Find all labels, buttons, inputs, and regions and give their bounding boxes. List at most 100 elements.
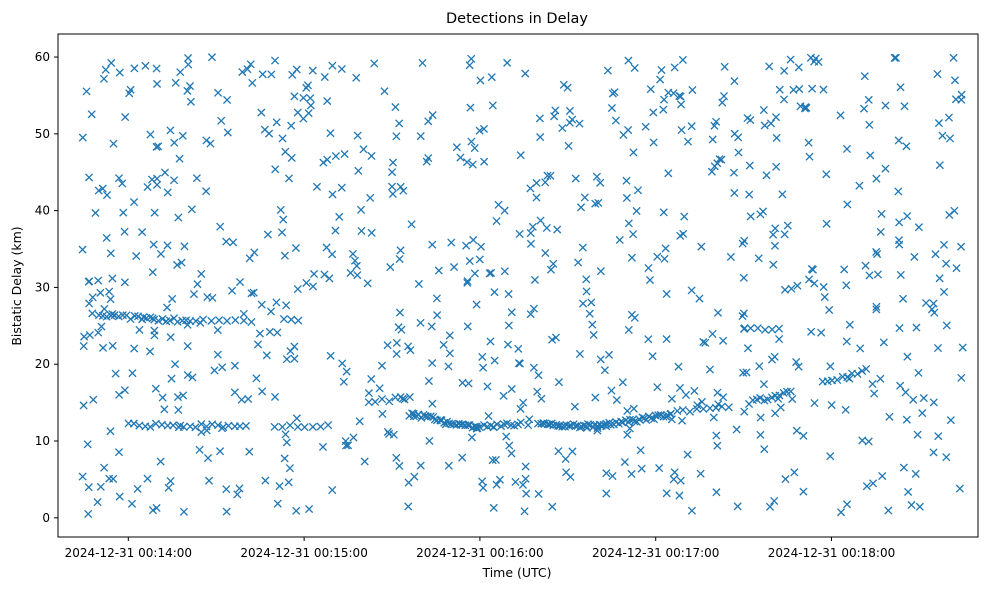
detection-point [486,337,495,346]
detection-point [895,324,904,333]
detection-point [792,357,801,367]
detection-point [687,286,696,295]
detection-point [726,252,735,261]
detection-point [585,309,594,318]
detection-point [428,240,437,249]
detection-point [278,422,287,432]
detection-point [156,457,165,466]
detection-point [130,344,139,353]
detection-point [165,316,175,325]
detection-point [599,420,608,429]
plot-frame [57,33,979,538]
detection-point [244,394,253,404]
detection-point [910,252,919,261]
detection-point [738,312,747,321]
detection-point [753,324,762,333]
detection-point [705,404,714,413]
detection-point [344,441,353,450]
detection-point [166,476,175,486]
detection-point [778,190,787,199]
detection-point [666,409,675,418]
detection-point [377,361,387,370]
detection-point [206,139,215,148]
detection-point [669,89,678,98]
detection-point [582,275,591,284]
detection-point [662,489,671,498]
detection-point [352,261,361,270]
detection-point [842,337,851,346]
detection-point [308,66,317,75]
detection-point [160,168,170,177]
detection-point [775,335,784,344]
detection-point [701,338,710,347]
detection-point [958,343,967,352]
detection-point [808,265,817,274]
detection-point [82,87,91,96]
detection-point [326,351,335,360]
detection-point [765,502,775,511]
detection-point [359,145,368,154]
detection-point [78,133,87,142]
detection-point [130,311,139,321]
detection-point [548,335,557,344]
detection-point [395,119,404,128]
detection-point [857,366,867,375]
detection-point [265,327,274,336]
detection-point [476,76,485,85]
detection-point [135,325,144,334]
detection-point [526,228,535,238]
detection-point [130,64,139,73]
detection-point [416,461,425,470]
detection-point [158,393,167,402]
detection-point [222,485,231,494]
detection-point [309,269,319,279]
detection-point [914,223,923,232]
detection-point [486,268,496,278]
detection-point [106,427,115,436]
detection-point [207,316,216,325]
detection-point [290,92,299,101]
detection-point [100,304,109,313]
detection-point [287,315,296,324]
detection-point [507,449,516,458]
detection-point [222,237,231,246]
detection-point [659,95,669,104]
detection-point [504,290,513,299]
detection-point [770,241,780,250]
detection-point [683,137,693,146]
detection-point [115,492,124,501]
detection-point [219,423,228,432]
detection-point [260,125,269,134]
detection-point [649,108,658,117]
detection-point [687,506,696,515]
detection-point [424,117,433,126]
detection-point [739,309,748,318]
detection-point [866,151,875,160]
detection-point [414,279,423,289]
detection-point [339,377,348,386]
detection-point [931,250,940,259]
detection-point [428,359,437,368]
detection-point [742,368,751,377]
detection-point [630,313,639,322]
detection-point [869,479,878,488]
detection-point [106,249,115,258]
detection-point [231,316,240,325]
detection-point [775,391,784,400]
detection-point [528,222,537,231]
detection-point [530,275,540,284]
x-tick-label: 2024-12-31 00:17:00 [592,546,719,560]
detection-point [202,187,211,196]
detection-point [776,403,785,412]
detection-point [862,482,871,491]
detection-point [739,368,748,377]
detection-point [167,374,176,383]
detection-point [328,486,337,495]
detection-point [899,463,908,472]
detection-point [308,422,317,431]
detection-point [864,437,873,446]
detection-point [357,226,366,235]
detection-point [644,264,653,273]
detection-point [939,287,949,297]
detection-point [489,422,498,431]
